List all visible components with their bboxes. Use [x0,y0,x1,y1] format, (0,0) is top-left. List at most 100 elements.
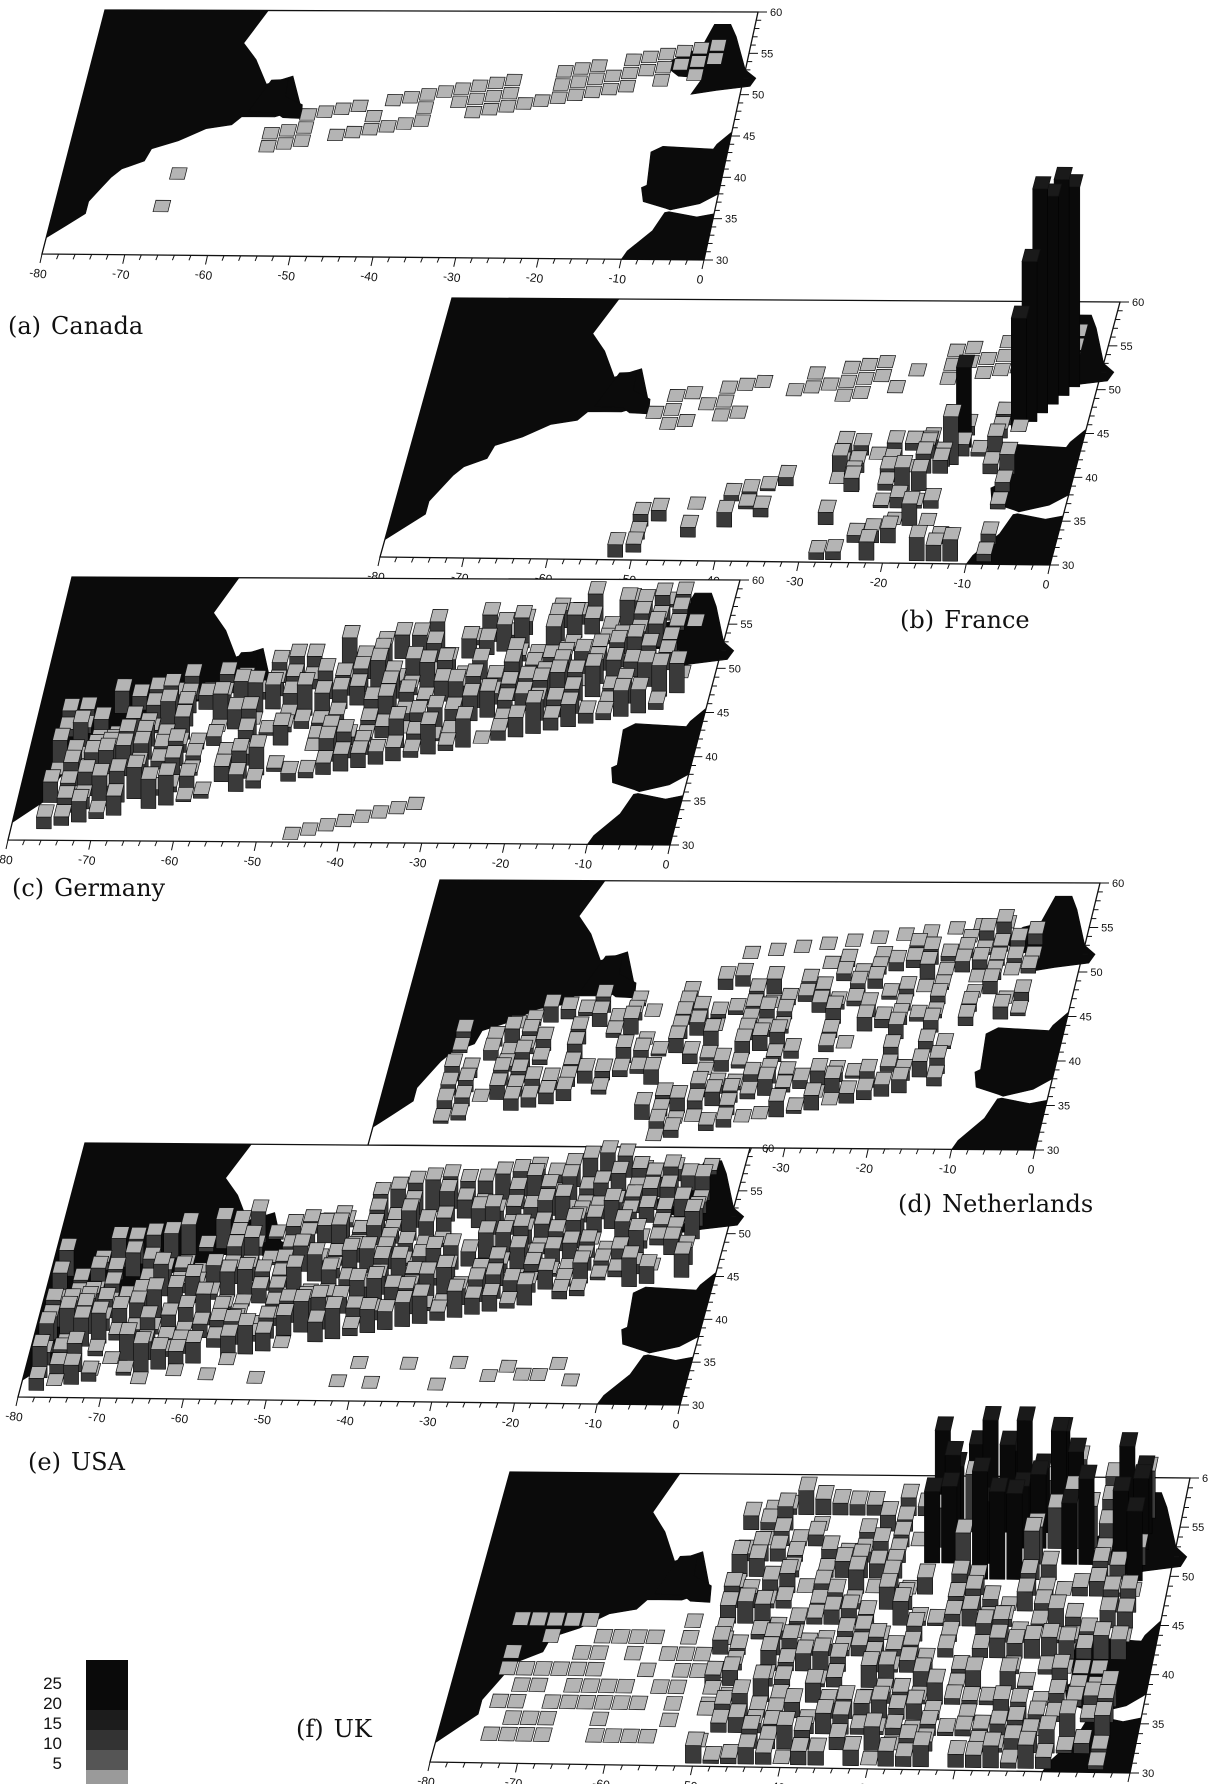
cell-top [715,394,735,408]
x-tick [72,254,76,260]
cell-top [710,1708,731,1724]
cell-top [640,633,660,647]
cell-top [656,1196,676,1210]
cell-top [939,371,959,385]
cell-top [498,1359,518,1373]
cell-top [477,1220,497,1234]
cell-top [388,706,408,720]
cell-top [704,1660,725,1676]
grid-cell [1006,1629,1026,1659]
cell-top [853,433,873,447]
cell-top [195,1281,215,1295]
grid-cell [552,78,571,91]
grid-cell [584,1661,605,1677]
x-tick [453,257,457,267]
grid-cell [978,351,998,366]
cell-top [528,1677,549,1693]
cell-top [870,1685,891,1701]
cell-top [275,137,294,150]
grid-cell [832,1489,852,1516]
cell-top [481,103,500,116]
grid-cell [205,1326,225,1348]
cell-top [447,668,467,683]
cell-top [289,643,309,657]
cell-top [669,1085,689,1099]
cell-top [919,1710,940,1725]
grid-cell [449,1355,469,1369]
cell-top [335,662,355,676]
cell-top [482,1037,503,1051]
cell-top [980,521,1000,535]
cell-top [1016,1671,1037,1687]
grid-cell [814,1699,835,1735]
x-tick [386,842,390,849]
x-tick [567,1764,571,1770]
y-tick-label: 60 [1132,297,1144,309]
cell-top [1033,1589,1054,1604]
grid-cell [489,1072,509,1100]
cell-column [349,685,365,706]
grid-cell [982,1731,1002,1769]
grid-cell [603,69,623,83]
x-tick-label: -70 [111,266,130,282]
cell-column [538,1092,554,1105]
cell-top [1020,955,1040,969]
cell-top [212,1295,232,1309]
grid-cell [470,79,489,92]
cell-column [797,995,814,1002]
x-tick-label: -70 [87,1409,106,1425]
grid-cell [667,1679,688,1695]
cell-top [737,493,758,507]
cell-column [206,1338,222,1348]
grid-cell [435,1205,455,1235]
y-tick-label: 50 [1109,385,1121,397]
cell-top [785,383,805,397]
grid-cell [775,1586,796,1609]
cell-top [341,1315,361,1329]
cell-top [847,1555,868,1571]
grid-cell [1006,945,1026,963]
x-tick [515,1763,518,1773]
grid-cell [316,105,335,118]
cell-column [425,1179,441,1212]
cell-top [209,1307,229,1321]
cell-top [758,1725,779,1740]
cell-top [802,380,823,394]
cell-top [679,1630,700,1645]
cell-top [153,1251,173,1265]
cell-top [540,1174,560,1188]
grid-cell [566,602,586,638]
cell-top [177,1294,197,1308]
x-tick [601,844,605,850]
cell-column [578,1012,594,1017]
cell-column [846,1000,862,1007]
x-tick [221,255,225,261]
cell-column [911,1061,928,1078]
cell-top [487,76,506,90]
cell-top [718,1092,738,1106]
x-tick [154,840,158,847]
grid-cell [877,471,897,491]
grid-cell [169,167,188,180]
legend-swatch [86,1750,128,1770]
cell-top [72,1267,92,1281]
cell-top [350,99,369,112]
grid-cell [455,1019,475,1039]
cell-top [226,1234,246,1248]
cell-top [295,121,315,134]
grid-cell [555,65,574,78]
cell-top [394,622,414,636]
cell-top [131,683,151,697]
cell-column [1126,1510,1143,1582]
cell-top [352,809,372,823]
cell-top [1006,1629,1026,1644]
grid-cell [605,647,625,681]
cell-column [843,477,860,493]
grid-cell [673,1241,693,1278]
grid-cell [532,1661,553,1676]
x-tick-label: -60 [170,1410,189,1426]
cell-column [125,1252,141,1277]
cell-top [910,459,931,473]
cell-top [42,769,62,783]
grid-cell [497,1726,518,1742]
